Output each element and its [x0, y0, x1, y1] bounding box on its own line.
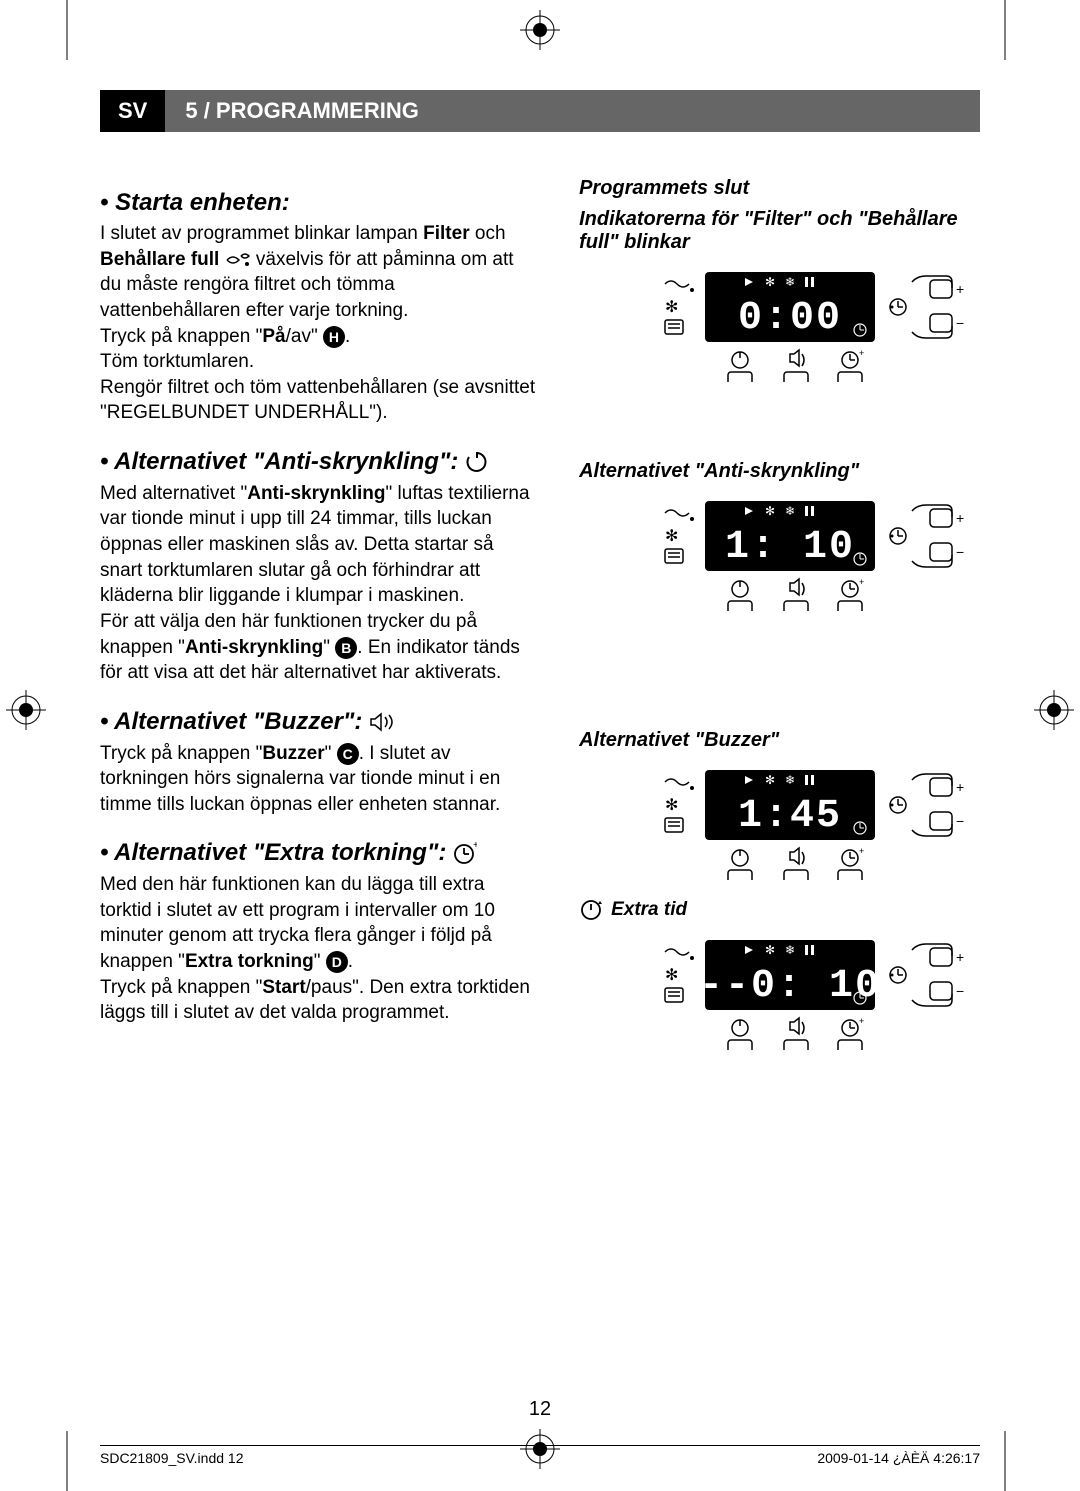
button-badge-b: B [335, 637, 357, 659]
svg-text:✻: ✻ [665, 797, 678, 814]
lang-badge: SV [100, 90, 165, 132]
svg-text:+: + [956, 281, 964, 297]
body-text: Tryck på knappen "På/av" H. [100, 324, 539, 350]
sub-heading-buzzer: Alternativet "Buzzer" [579, 729, 980, 752]
svg-text:✻: ✻ [765, 275, 775, 289]
button-badge-d: D [326, 951, 348, 973]
svg-text:+: + [956, 949, 964, 965]
svg-text:+: + [956, 510, 964, 526]
svg-text:+: + [859, 577, 864, 587]
extra-dry-icon: + [453, 841, 477, 865]
heading-extra-torkning: • Alternativet "Extra torkning": + [100, 839, 539, 868]
svg-text:✻: ✻ [765, 504, 775, 518]
svg-text:+: + [956, 779, 964, 795]
svg-text:1:45: 1:45 [738, 794, 842, 839]
body-text: Rengör filtret och töm vattenbehållaren … [100, 375, 539, 426]
clock-arrow-icon [579, 898, 603, 922]
svg-text:+: + [859, 846, 864, 856]
heading-buzzer: • Alternativet "Buzzer": [100, 708, 539, 737]
footer-right: 2009-01-14 ¿ÀÈÄ 4:26:17 [817, 1450, 980, 1466]
body-text: I slutet av programmet blinkar lampan Fi… [100, 221, 539, 324]
body-text: För att välja den här funktionen trycker… [100, 609, 539, 686]
display-panel-2: ✻ ❄ 1: 10 ✻ + − + [650, 491, 980, 611]
body-text: Töm torktumlaren. [100, 349, 539, 375]
svg-text:−: − [956, 315, 964, 331]
svg-text:✻: ✻ [765, 943, 775, 957]
svg-text:0:00: 0:00 [738, 296, 842, 341]
button-badge-c: C [337, 743, 359, 765]
svg-text:+: + [473, 841, 477, 851]
body-text: Med alternativet "Anti-skrynkling" lufta… [100, 481, 539, 609]
button-badge-h: H [323, 326, 345, 348]
svg-text:−: − [956, 544, 964, 560]
svg-text:❄: ❄ [785, 504, 795, 518]
svg-text:✻: ✻ [765, 773, 775, 787]
print-footer: SDC21809_SV.indd 12 2009-01-14 ¿ÀÈÄ 4:26… [100, 1445, 980, 1466]
svg-text:−: − [956, 983, 964, 999]
footer-left: SDC21809_SV.indd 12 [100, 1450, 244, 1466]
section-header: SV 5 / PROGRAMMERING [100, 90, 980, 132]
svg-text:✻: ✻ [665, 528, 678, 545]
svg-text:✻: ✻ [665, 967, 678, 984]
svg-text:+: + [859, 348, 864, 358]
sub-heading-program-end: Programmets slut [579, 177, 980, 200]
display-panel-1: ✻ ❄ 0:00 ✻ + − + [650, 262, 980, 382]
svg-text:❄: ❄ [785, 773, 795, 787]
svg-text:+: + [859, 1016, 864, 1026]
svg-text:−: − [956, 813, 964, 829]
page-number: 12 [0, 1398, 1080, 1421]
sub-heading-indicators: Indikatorerna för "Filter" och "Behållar… [579, 208, 980, 254]
heading-anti-skrynkling: • Alternativet "Anti-skrynkling": [100, 448, 539, 477]
anti-crease-icon [465, 450, 489, 474]
sub-heading-extra-tid: Extra tid [579, 898, 980, 922]
display-panel-3: ✻ ❄ 1:45 ✻ + − + [650, 760, 980, 880]
svg-text:❄: ❄ [785, 943, 795, 957]
section-title: 5 / PROGRAMMERING [165, 90, 980, 132]
display-panel-4: ✻ ❄ --0: 10 ✻ + − + [650, 930, 980, 1050]
svg-text:❄: ❄ [785, 275, 795, 289]
water-drop-icon [225, 252, 251, 268]
svg-text:--0: 10: --0: 10 [699, 964, 881, 1009]
sub-heading-anti-skrynkling: Alternativet "Anti-skrynkling" [579, 460, 980, 483]
body-text: Tryck på knappen "Start/paus". Den extra… [100, 975, 539, 1026]
svg-text:✻: ✻ [665, 299, 678, 316]
svg-text:1: 10: 1: 10 [725, 525, 855, 570]
body-text: Med den här funktionen kan du lägga till… [100, 872, 539, 975]
heading-starta: • Starta enheten: [100, 189, 539, 217]
body-text: Tryck på knappen "Buzzer" C. I slutet av… [100, 741, 539, 818]
buzzer-icon [369, 712, 395, 732]
